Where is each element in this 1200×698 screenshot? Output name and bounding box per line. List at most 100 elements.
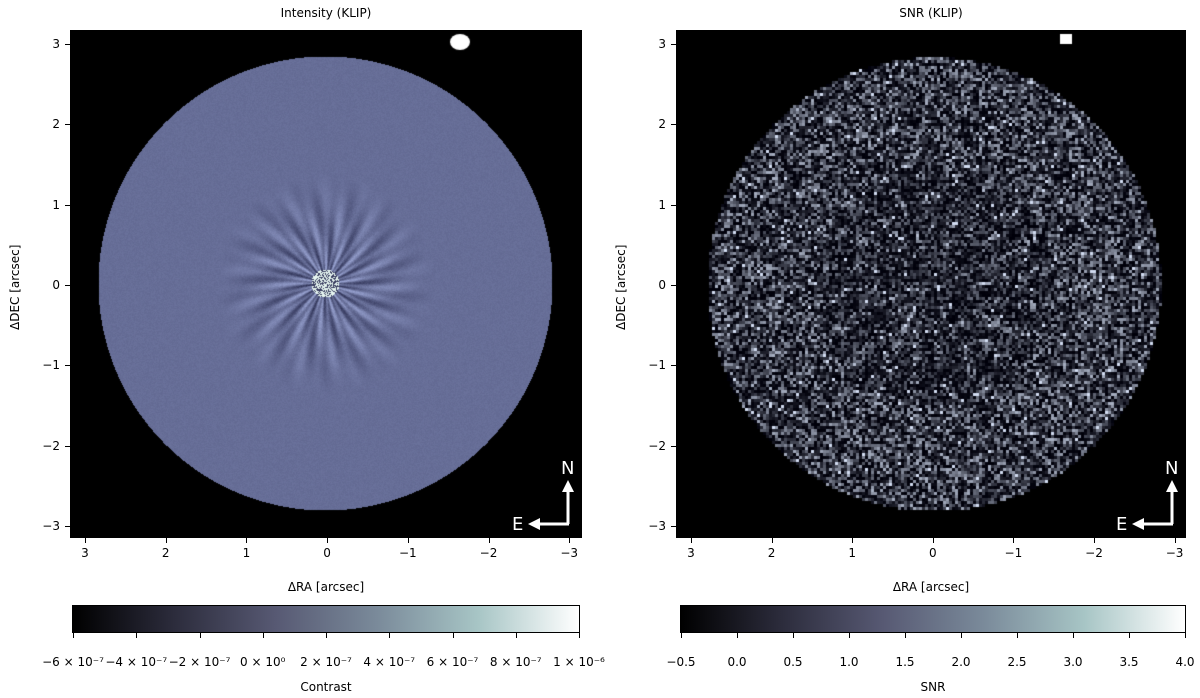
- colorbar-tick-mark: [1129, 633, 1130, 638]
- y-tick-label: −3: [648, 518, 666, 533]
- colorbar-tick-mark: [1185, 633, 1186, 638]
- compass-arrows-icon: [528, 480, 574, 530]
- panel-title: Intensity (KLIP): [280, 6, 372, 20]
- panel-title: SNR (KLIP): [899, 6, 963, 20]
- x-tick-label: 2: [767, 546, 776, 560]
- y-tick-mark: [671, 525, 676, 527]
- y-tick-mark: [65, 445, 70, 447]
- colorbar-tick-label: 3.5: [1119, 655, 1139, 669]
- colorbar-label: Contrast: [300, 680, 352, 694]
- y-tick-mark: [65, 124, 70, 126]
- colorbar-tick-label: 8 × 10⁻⁷: [489, 655, 542, 669]
- y-tick-mark: [65, 204, 70, 206]
- colorbar-tick-label: 0.5: [783, 655, 803, 669]
- x-tick-mark: [165, 538, 167, 543]
- y-tick-mark: [65, 525, 70, 527]
- colorbar-tick-label: 1.5: [895, 655, 915, 669]
- colorbar-tick-label: −4 × 10⁻⁷: [105, 655, 168, 669]
- x-tick-label: 2: [161, 546, 170, 560]
- compass-north-label: N: [561, 458, 575, 479]
- intensity-image: N E: [70, 30, 582, 538]
- x-tick-label: 1: [242, 546, 251, 560]
- colorbar-tick-label: 4 × 10⁻⁷: [363, 655, 416, 669]
- colorbar-tick-label: 0 × 10⁰: [240, 655, 286, 669]
- y-tick-mark: [671, 284, 676, 286]
- y-tick-mark: [671, 44, 676, 45]
- y-tick-label: −3: [42, 518, 60, 533]
- x-tick-label: −1: [1004, 546, 1023, 560]
- x-tick-label: −3: [560, 546, 579, 560]
- colorbar-tick-label: 3.0: [1063, 655, 1083, 669]
- x-tick-mark: [932, 538, 934, 543]
- y-tick-mark: [671, 124, 676, 126]
- x-tick-mark: [407, 538, 409, 543]
- x-tick-label: 1: [848, 546, 857, 560]
- snr-image-canvas: [676, 30, 1186, 538]
- colorbar-tick-mark: [515, 633, 517, 638]
- x-tick-mark: [771, 538, 773, 543]
- contrast-colorbar: [72, 605, 580, 633]
- colorbar-tick-mark: [905, 633, 906, 638]
- colorbar-tick-mark: [1073, 633, 1074, 638]
- x-tick-label: −2: [1085, 546, 1103, 560]
- colorbar-tick-label: 2.5: [1007, 655, 1027, 669]
- y-tick-label: 2: [658, 117, 666, 132]
- colorbar-tick-mark: [262, 633, 264, 638]
- colorbar-tick-label: −2 × 10⁻⁷: [168, 655, 231, 669]
- x-tick-mark: [1174, 538, 1176, 543]
- x-tick-label: −2: [479, 546, 498, 560]
- x-tick-label: −1: [398, 546, 417, 560]
- x-tick-label: 0: [928, 546, 937, 560]
- snr-colorbar: [680, 605, 1186, 633]
- colorbar-tick-mark: [681, 633, 682, 638]
- y-tick-label: 1: [52, 197, 60, 212]
- y-tick-label: 3: [52, 37, 60, 51]
- colorbar-tick-mark: [1017, 633, 1018, 638]
- intensity-image-canvas: [70, 30, 582, 538]
- x-tick-mark: [85, 538, 86, 543]
- colorbar-tick-label: 2 × 10⁻⁷: [300, 655, 352, 669]
- y-tick-label: 0: [52, 277, 60, 292]
- colorbar-tick-mark: [389, 633, 391, 638]
- compass-east-label: E: [512, 514, 524, 535]
- x-tick-mark: [1013, 538, 1015, 543]
- x-tick-label: 0: [323, 546, 331, 560]
- colorbar-tick-mark: [579, 633, 580, 638]
- colorbar-tick-label: 1.0: [839, 655, 859, 669]
- y-tick-mark: [65, 284, 70, 286]
- y-tick-label: 2: [52, 117, 60, 132]
- y-tick-mark: [65, 365, 70, 367]
- colorbar-tick-mark: [452, 633, 454, 638]
- y-tick-mark: [671, 365, 676, 367]
- y-tick-mark: [671, 445, 676, 447]
- colorbar-label: SNR: [920, 680, 946, 694]
- colorbar-tick-mark: [737, 633, 738, 638]
- y-tick-label: −2: [42, 438, 60, 453]
- y-tick-label: 3: [658, 37, 666, 51]
- compass-rose: N E: [1116, 458, 1184, 535]
- y-tick-label: 0: [658, 277, 666, 292]
- colorbar-tick-mark: [73, 633, 74, 638]
- colorbar-tick-mark: [326, 633, 327, 638]
- x-tick-mark: [569, 538, 571, 543]
- colorbar-tick-mark: [961, 633, 962, 638]
- colorbar-tick-label: −6 × 10⁻⁷: [42, 655, 104, 669]
- colorbar-tick-mark: [199, 633, 201, 638]
- colorbar-tick-mark: [793, 633, 794, 638]
- x-tick-label: 3: [687, 546, 695, 560]
- x-tick-mark: [246, 538, 248, 543]
- colorbar-tick-label: 2.0: [951, 655, 971, 669]
- compass-north-label: N: [1165, 458, 1179, 479]
- x-axis-label: ΔRA [arcsec]: [287, 580, 365, 594]
- x-tick-mark: [1094, 538, 1095, 543]
- x-tick-label: 3: [81, 546, 89, 560]
- y-tick-label: −2: [648, 438, 666, 453]
- y-tick-label: −1: [648, 358, 666, 373]
- y-tick-mark: [671, 204, 676, 206]
- x-tick-mark: [327, 538, 329, 543]
- colorbar-tick-label: 4.0: [1175, 655, 1195, 669]
- snr-image: N E: [676, 30, 1186, 538]
- x-tick-mark: [691, 538, 692, 543]
